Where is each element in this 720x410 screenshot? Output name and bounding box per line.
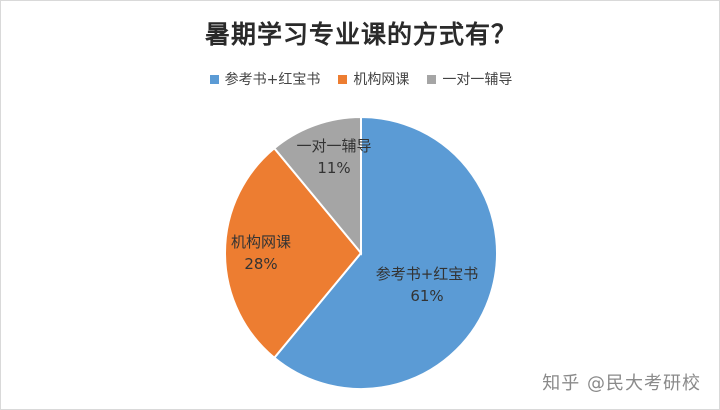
- pie-slice: [272, 115, 498, 390]
- chart-title: 暑期学习专业课的方式有？: [204, 20, 517, 49]
- slice-category-label: 一对一辅导: [296, 137, 371, 155]
- legend-label: 参考书+红宝书: [224, 72, 321, 88]
- legend-item: 参考书+红宝书: [209, 69, 321, 89]
- pie-slice: [272, 115, 362, 256]
- slice-percent-label: 28%: [244, 255, 277, 273]
- chart-legend: 参考书+红宝书 机构网课 一对一辅导: [1, 69, 720, 89]
- legend-swatch: [209, 74, 219, 84]
- slice-percent-label: 61%: [410, 287, 443, 305]
- legend-item: 一对一辅导: [427, 69, 512, 89]
- legend-label: 机构网课: [353, 72, 410, 88]
- pie-slice: [224, 146, 363, 360]
- slice-category-label: 参考书+红宝书: [376, 265, 479, 283]
- legend-item: 机构网课: [338, 69, 409, 89]
- legend-swatch: [427, 74, 437, 84]
- legend-swatch: [338, 74, 348, 84]
- slice-category-label: 机构网课: [231, 233, 291, 251]
- slice-percent-label: 11%: [317, 159, 350, 177]
- watermark: 知乎 @民大考研校: [542, 373, 701, 394]
- legend-label: 一对一辅导: [442, 72, 513, 88]
